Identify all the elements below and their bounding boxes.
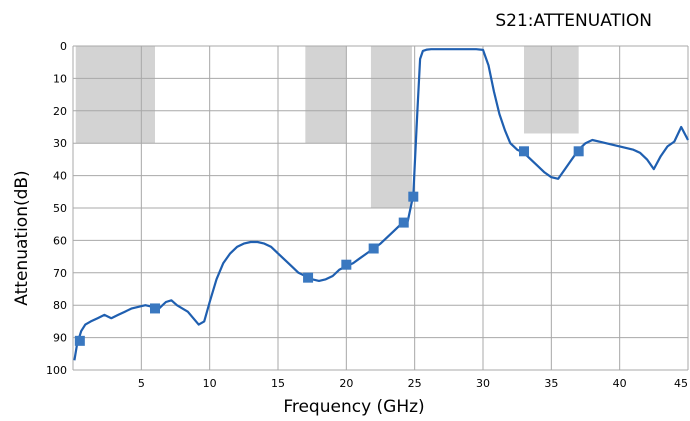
y-tick-label: 30 bbox=[53, 137, 67, 150]
x-tick-label: 45 bbox=[674, 377, 688, 390]
y-tick-label: 80 bbox=[53, 299, 67, 312]
y-tick-label: 20 bbox=[53, 105, 67, 118]
data-marker bbox=[519, 146, 529, 157]
data-marker bbox=[150, 303, 160, 314]
x-tick-label: 5 bbox=[138, 377, 145, 390]
x-tick-label: 30 bbox=[476, 377, 490, 390]
x-axis-label: Frequency (GHz) bbox=[283, 397, 424, 417]
x-tick-label: 10 bbox=[203, 377, 217, 390]
y-tick-label: 60 bbox=[53, 234, 67, 247]
data-marker bbox=[408, 191, 419, 202]
x-tick-labels: 5 10 15 20 25 30 35 40 45 bbox=[138, 377, 688, 390]
x-tick-label: 35 bbox=[544, 377, 558, 390]
grid-lines bbox=[72, 45, 689, 371]
x-tick-label: 20 bbox=[339, 377, 353, 390]
y-axis-label: Attenuation(dB) bbox=[12, 170, 32, 305]
x-tick-label: 15 bbox=[271, 377, 285, 390]
data-marker bbox=[341, 259, 352, 270]
mask-region-3 bbox=[370, 46, 412, 208]
y-tick-label: 90 bbox=[53, 332, 67, 345]
data-marker bbox=[398, 217, 409, 228]
y-tick-label: 100 bbox=[46, 364, 67, 377]
x-tick-label: 25 bbox=[408, 377, 422, 390]
y-tick-label: 70 bbox=[53, 267, 67, 280]
data-marker bbox=[74, 335, 85, 346]
y-tick-label: 50 bbox=[53, 202, 67, 215]
mask-region-1 bbox=[75, 46, 155, 144]
x-tick-label: 40 bbox=[613, 377, 627, 390]
data-markers bbox=[74, 146, 584, 346]
chart-title: S21:ATTENUATION bbox=[495, 11, 652, 31]
data-marker bbox=[303, 272, 314, 283]
data-marker bbox=[368, 243, 379, 254]
y-tick-label: 40 bbox=[53, 170, 67, 183]
data-marker bbox=[573, 146, 584, 157]
mask-region-2 bbox=[305, 46, 347, 144]
y-tick-label: 10 bbox=[53, 72, 67, 85]
y-tick-labels: 0 10 20 30 40 50 60 70 80 90 100 bbox=[46, 40, 67, 377]
y-tick-label: 0 bbox=[60, 40, 67, 53]
